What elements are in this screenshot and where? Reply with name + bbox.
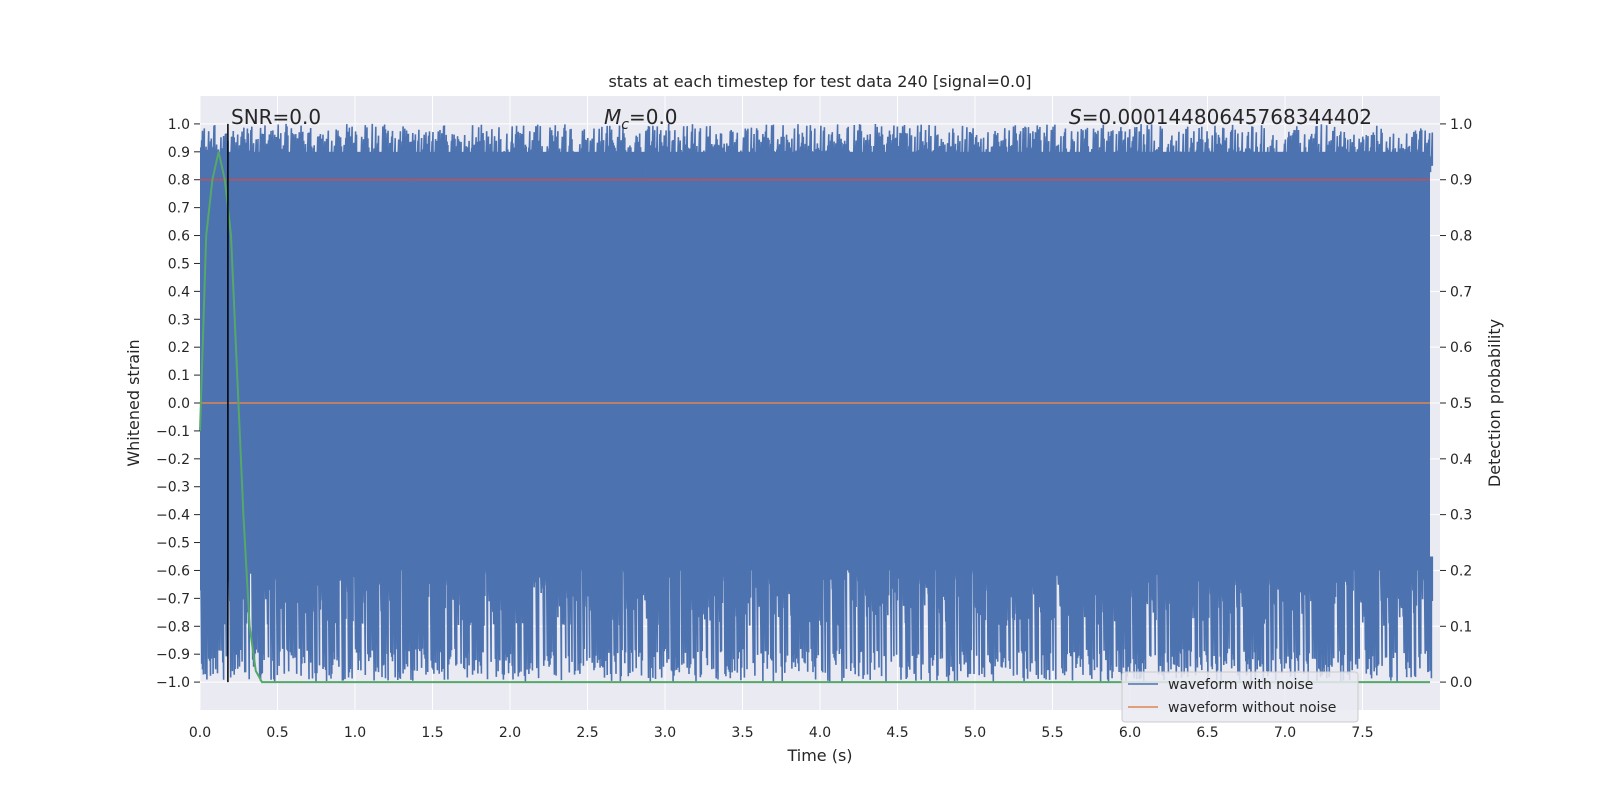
y2-tick-label: 0.9 [1450,173,1472,189]
x-tick-label: 6.5 [1196,725,1218,741]
noise-lower-trace [200,473,1434,683]
chirp-mass-subscript: c [621,117,629,133]
y2-tick-labels: 1.0 0.9 0.8 0.7 0.6 0.5 0.4 0.3 0.2 0.1 0.0 [1440,117,1472,691]
x-tick-label: 5.5 [1041,725,1063,741]
y-tick-label: −0.3 [156,480,190,496]
x-tick-label: 2.5 [576,725,598,741]
legend-label-waveform-without-noise: waveform without noise [1168,700,1336,716]
y2-tick-label: 0.3 [1450,508,1472,524]
chirp-mass-symbol: M [604,105,621,129]
x-axis-label: Time (s) [786,746,852,765]
noisy-waveform [200,123,1434,683]
legend-box [1121,671,1359,723]
y-tick-label: −0.4 [156,508,190,524]
y2-tick-label: 0.0 [1450,675,1472,691]
x-tick-label: 1.0 [344,725,366,741]
x-tick-label: 7.5 [1351,725,1373,741]
x-tick-labels: 0.0 0.5 1.0 1.5 2.0 2.5 3.0 3.5 4.0 4.5 5.0 5.5 6.0 6… [189,725,1374,741]
legend: waveform with noise waveform without noi… [1121,671,1359,723]
y-tick-label: −0.6 [156,563,190,579]
noise-core-fill [200,151,1430,571]
y-tick-label: −0.5 [156,536,190,552]
x-tick-label: 0.0 [189,725,211,741]
y-tick-labels: 1.0 0.9 0.8 0.7 0.6 0.5 0.4 0.3 0.2 0.1 0.0 −0.1 −0.… [156,117,200,691]
y2-tick-label: 0.6 [1450,340,1472,356]
series-lines [199,123,1430,684]
y-tick-label: 0.5 [168,256,190,272]
legend-label-waveform-with-noise: waveform with noise [1168,677,1313,693]
x-tick-label: 4.0 [809,725,831,741]
y2-axis-label: Detection probability [1485,319,1504,487]
y-tick-label: 1.0 [168,117,190,133]
s-annotation: S=0.00014480645768344402 [1069,105,1372,129]
x-tick-label: 3.5 [731,725,753,741]
y-tick-label: 0.0 [168,396,190,412]
chart-title: stats at each timestep for test data 240… [608,72,1031,91]
x-tick-label: 6.0 [1119,725,1141,741]
noise-upper-trace [200,123,1434,277]
x-tick-label: 7.0 [1274,725,1296,741]
y-tick-label: 0.1 [168,368,190,384]
x-tick-label: 1.5 [421,725,443,741]
chirp-mass-annotation: Mc=0.0 [604,105,678,133]
y2-tick-label: 0.5 [1450,396,1472,412]
chirp-mass-value: =0.0 [629,105,678,129]
y-tick-label: −0.1 [156,424,190,440]
x-tick-label: 2.0 [499,725,521,741]
x-tick-label: 5.0 [964,725,986,741]
y-tick-label: −0.9 [156,647,190,663]
y-axis-label: Whitened strain [124,339,143,466]
x-tick-label: 4.5 [886,725,908,741]
y2-tick-label: 0.2 [1450,563,1472,579]
y-tick-label: 0.2 [168,340,190,356]
y-tick-label: 0.6 [168,229,190,245]
y2-tick-label: 0.4 [1450,452,1472,468]
y-tick-label: −0.2 [156,452,190,468]
s-value: =0.00014480645768344402 [1082,105,1372,129]
y2-tick-label: 0.8 [1450,229,1472,245]
y2-tick-label: 1.0 [1450,117,1472,133]
s-symbol: S [1069,105,1082,129]
y2-tick-label: 0.7 [1450,284,1472,300]
x-tick-label: 0.5 [266,725,288,741]
y-tick-label: 0.9 [168,145,190,161]
y-tick-label: −1.0 [156,675,190,691]
y-tick-label: −0.8 [156,619,190,635]
y-tick-label: 0.8 [168,173,190,189]
y-tick-label: −0.7 [156,591,190,607]
snr-annotation: SNR=0.0 [231,105,321,129]
detection-probability-line [199,151,1430,684]
y-tick-label: 0.3 [168,312,190,328]
x-tick-label: 3.0 [654,725,676,741]
y-tick-label: 0.7 [168,201,190,217]
y2-tick-label: 0.1 [1450,619,1472,635]
y-tick-label: 0.4 [168,284,190,300]
